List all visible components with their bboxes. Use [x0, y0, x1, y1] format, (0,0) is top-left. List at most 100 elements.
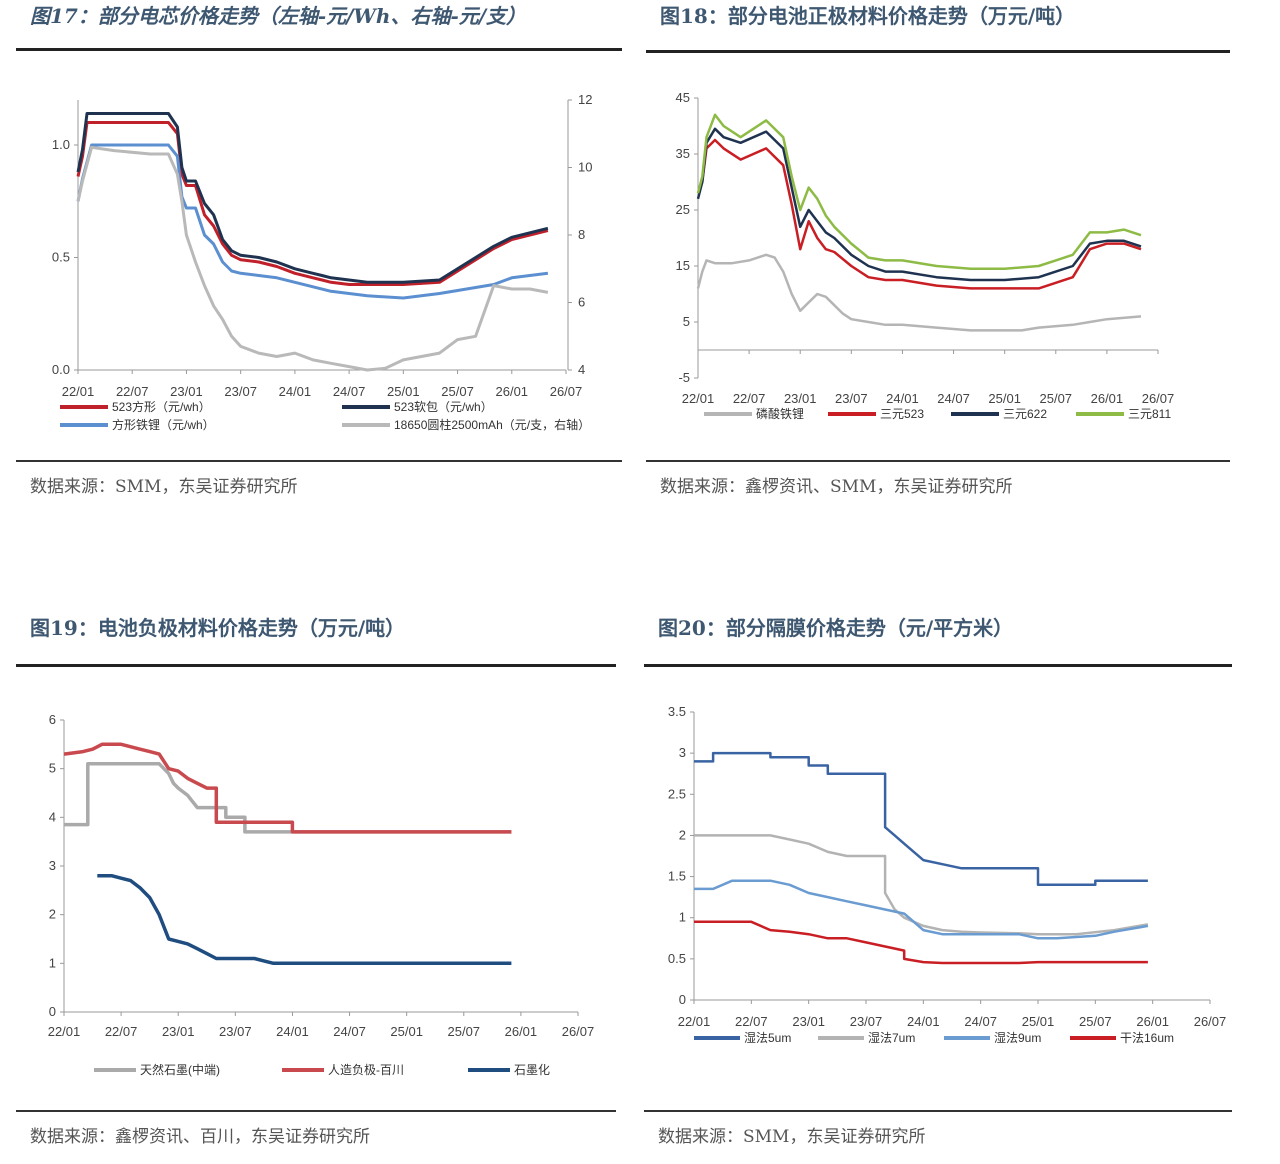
x-tick-label: 22/07 — [735, 1014, 768, 1029]
series-line — [63, 742, 512, 834]
x-tick-label: 26/07 — [550, 384, 583, 399]
y-right-tick-label: 6 — [578, 295, 585, 310]
y-right-tick-label: 12 — [578, 92, 592, 107]
source-rule — [16, 460, 622, 462]
chart-18-svg: 22/01 22/07 23/01 23/07 24/01 24/07 25/01 25/07… — [676, 90, 1175, 421]
x-tick-label: 22/07 — [733, 391, 766, 406]
y-tick-label: 3 — [679, 745, 686, 760]
y-tick-label: 1.0 — [52, 137, 70, 152]
series-line — [76, 121, 549, 286]
x-tick-label: 24/01 — [886, 391, 919, 406]
source-rule — [644, 1110, 1232, 1112]
x-tick-label: 26/01 — [1136, 1014, 1169, 1029]
x-tick-label: 22/01 — [682, 391, 715, 406]
legend-label: 石墨化 — [514, 1063, 550, 1077]
x-tick-label: 25/07 — [1079, 1014, 1112, 1029]
y-tick-label: 5 — [49, 761, 56, 776]
x-tick-label: 22/01 — [678, 1014, 711, 1029]
series-line — [694, 879, 1149, 940]
y-tick-label: 6 — [49, 712, 56, 727]
legend-label: 人造负极-百川 — [328, 1063, 404, 1077]
figure-title: 图19：电池负极材料价格走势（万元/吨） — [30, 616, 406, 640]
legend-label: 天然石墨(中端) — [140, 1062, 220, 1077]
x-tick-label: 24/01 — [279, 384, 312, 399]
legend-label: 磷酸铁锂 — [756, 406, 804, 421]
x-tick-label: 25/01 — [390, 1024, 423, 1039]
legend-label: 湿法7um — [868, 1030, 915, 1045]
source-note: 数据来源：SMM，东吴证券研究所 — [658, 1127, 926, 1147]
series-line — [76, 112, 549, 284]
y-tick-label: 2 — [679, 827, 686, 842]
chart-17-svg: 22/01 22/07 23/01 23/07 24/01 24/07 25/01 25/07… — [52, 92, 593, 432]
source-rule — [646, 460, 1230, 462]
y-tick-label: 1.5 — [668, 869, 686, 884]
series-line — [696, 113, 1142, 271]
legend-label: 三元622 — [1003, 407, 1047, 421]
title-rule — [646, 50, 1230, 53]
x-tick-label: 22/01 — [48, 1024, 81, 1039]
x-tick-label: 24/01 — [276, 1024, 309, 1039]
y-tick-label: 0 — [49, 1004, 56, 1019]
x-tick-label: 25/07 — [448, 1024, 481, 1039]
series-line — [97, 873, 512, 966]
y-tick-label: 35 — [676, 146, 690, 161]
series-line — [76, 145, 549, 372]
source-note: 数据来源：鑫椤资讯、SMM，东吴证券研究所 — [660, 477, 1013, 497]
x-tick-label: 26/07 — [1142, 391, 1175, 406]
y-right-tick-label: 10 — [578, 160, 592, 175]
y-tick-label: 25 — [676, 202, 690, 217]
y-tick-label: 1 — [679, 910, 686, 925]
x-tick-label: 25/01 — [1022, 1014, 1055, 1029]
series-line — [76, 143, 549, 300]
y-tick-label: 0.5 — [52, 250, 70, 265]
figure-18-panel: 图18：部分电池正极材料价格走势（万元/吨） 22/01 22/07 23/01 23… — [646, 0, 1230, 520]
series-line — [694, 751, 1148, 887]
x-tick-label: 23/07 — [224, 384, 257, 399]
y-tick-label: -5 — [678, 370, 690, 385]
x-tick-label: 22/07 — [116, 384, 149, 399]
x-tick-label: 26/01 — [505, 1024, 538, 1039]
series-line — [694, 920, 1148, 965]
x-tick-label: 23/07 — [835, 391, 868, 406]
x-tick-label: 26/01 — [1091, 391, 1124, 406]
x-tick-label: 26/07 — [562, 1024, 595, 1039]
x-tick-label: 23/01 — [792, 1014, 825, 1029]
legend-label: 三元523 — [880, 407, 924, 421]
figure-title: 图18：部分电池正极材料价格走势（万元/吨） — [660, 4, 1076, 28]
x-tick-label: 24/07 — [964, 1014, 997, 1029]
y-right-tick-label: 4 — [578, 362, 585, 377]
y-right-tick-label: 8 — [578, 227, 585, 242]
y-tick-label: 5 — [683, 314, 690, 329]
legend-label: 湿法9um — [994, 1030, 1041, 1045]
x-tick-label: 24/07 — [333, 1024, 366, 1039]
legend-label: 干法16um — [1120, 1031, 1174, 1045]
x-tick-label: 24/01 — [907, 1014, 940, 1029]
title-rule — [16, 664, 616, 667]
series-line — [696, 127, 1142, 282]
series-line — [696, 253, 1142, 332]
y-tick-label: 1 — [49, 955, 56, 970]
series-line — [64, 762, 512, 834]
y-tick-label: 4 — [49, 809, 56, 824]
x-tick-label: 22/01 — [62, 384, 95, 399]
x-tick-label: 23/01 — [784, 391, 817, 406]
legend-label: 湿法5um — [744, 1030, 791, 1045]
x-tick-label: 23/07 — [850, 1014, 883, 1029]
x-tick-label: 24/07 — [333, 384, 366, 399]
figure-20-panel: 图20：部分隔膜价格走势（元/平方米） 22/01 22/07 23/01 23/07… — [644, 612, 1232, 1152]
x-tick-label: 23/07 — [219, 1024, 252, 1039]
title-rule — [644, 664, 1232, 667]
y-tick-label: 15 — [676, 258, 690, 273]
legend-label: 523软包（元/wh） — [394, 400, 493, 414]
source-rule — [16, 1110, 616, 1112]
x-tick-label: 23/01 — [162, 1024, 195, 1039]
x-tick-label: 26/01 — [496, 384, 529, 399]
x-tick-label: 22/07 — [105, 1024, 138, 1039]
series-line — [696, 138, 1142, 290]
title-rule — [16, 48, 622, 51]
figure-19-panel: 图19：电池负极材料价格走势（万元/吨） 22/01 22/07 23/01 23/0… — [16, 612, 616, 1152]
x-tick-label: 25/07 — [441, 384, 474, 399]
series-line — [694, 834, 1149, 936]
source-note: 数据来源：鑫椤资讯、百川，东吴证券研究所 — [30, 1127, 370, 1147]
x-tick-label: 25/01 — [387, 384, 420, 399]
